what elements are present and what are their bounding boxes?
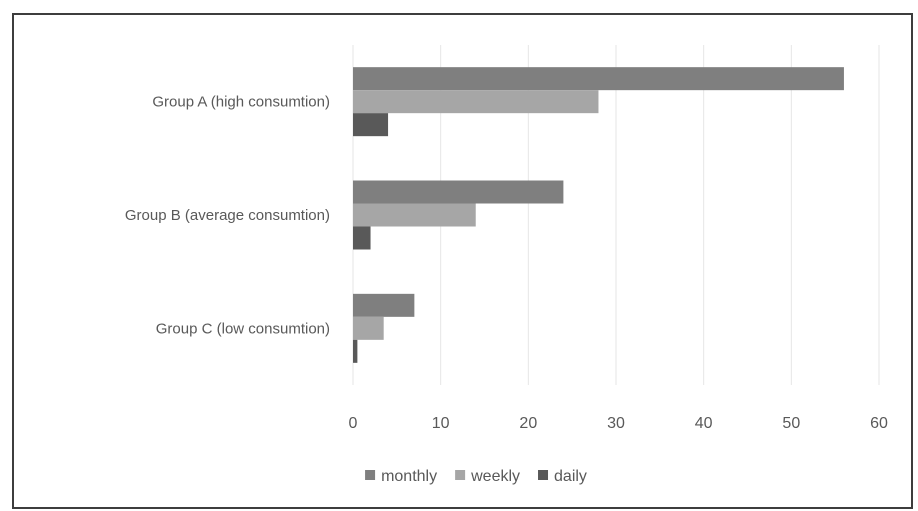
legend-label-weekly: weekly — [470, 468, 520, 485]
category-labels: Group A (high consumtion) Group B (averag… — [125, 94, 330, 338]
bar-weekly-group-a-high-consumtion — [353, 90, 599, 114]
bar-monthly-group-c-low-consumtion — [353, 293, 415, 317]
bar-daily-group-c-low-consumtion — [353, 339, 358, 363]
legend: monthly weekly daily — [365, 468, 587, 485]
legend-item-daily: daily — [538, 468, 587, 485]
bar-weekly-group-c-low-consumtion — [353, 316, 384, 340]
x-tick-label-20: 20 — [519, 415, 537, 432]
bars — [353, 67, 844, 363]
bar-monthly-group-a-high-consumtion — [353, 67, 844, 91]
bar-daily-group-b-average-consumtion — [353, 226, 371, 250]
x-tick-label-10: 10 — [432, 415, 450, 432]
legend-swatch-weekly — [455, 470, 466, 480]
bar-daily-group-a-high-consumtion — [353, 113, 389, 137]
x-tick-labels: 0 10 20 30 40 50 60 — [349, 415, 888, 432]
bar-monthly-group-b-average-consumtion — [353, 180, 564, 204]
legend-item-monthly: monthly — [365, 468, 437, 485]
x-tick-label-30: 30 — [607, 415, 625, 432]
category-label-group-b-average-consumtion: Group B (average consumtion) — [125, 207, 330, 224]
x-tick-label-50: 50 — [782, 415, 800, 432]
legend-swatch-monthly — [365, 470, 376, 480]
category-label-group-c-low-consumtion: Group C (low consumtion) — [156, 320, 330, 337]
legend-item-weekly: weekly — [455, 468, 520, 485]
legend-label-daily: daily — [554, 468, 587, 485]
x-tick-label-0: 0 — [349, 415, 358, 432]
legend-label-monthly: monthly — [381, 468, 437, 485]
x-tick-label-40: 40 — [695, 415, 713, 432]
x-tick-label-60: 60 — [870, 415, 888, 432]
bar-weekly-group-b-average-consumtion — [353, 203, 476, 227]
category-label-group-a-high-consumtion: Group A (high consumtion) — [152, 94, 330, 111]
legend-swatch-daily — [538, 470, 549, 480]
